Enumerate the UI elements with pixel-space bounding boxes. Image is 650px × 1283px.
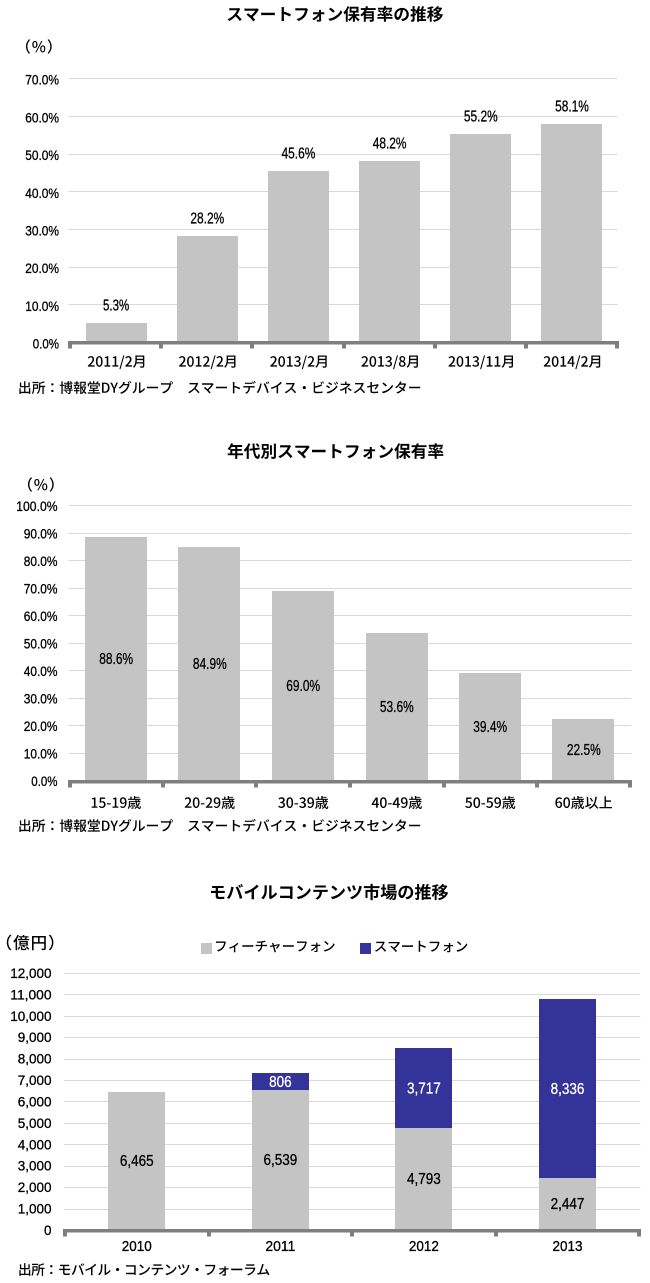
svg-text:6,539: 6,539	[264, 1152, 298, 1169]
svg-text:80.0%: 80.0%	[24, 553, 58, 569]
svg-text:0.0%: 0.0%	[33, 336, 59, 352]
svg-text:4,000: 4,000	[18, 1136, 52, 1152]
svg-text:50.0%: 50.0%	[25, 147, 59, 163]
svg-text:1,000: 1,000	[18, 1201, 52, 1217]
svg-text:6,000: 6,000	[18, 1094, 52, 1110]
svg-text:53.6%: 53.6%	[380, 699, 414, 716]
svg-text:0: 0	[44, 1222, 52, 1238]
svg-text:2,447: 2,447	[551, 1196, 585, 1213]
svg-text:20.0%: 20.0%	[24, 718, 58, 734]
svg-text:39.4%: 39.4%	[473, 719, 507, 736]
svg-text:55.2%: 55.2%	[464, 108, 498, 125]
svg-text:20.0%: 20.0%	[25, 260, 59, 276]
svg-text:3,000: 3,000	[18, 1158, 52, 1174]
svg-text:9,000: 9,000	[18, 1029, 52, 1045]
svg-text:60.0%: 60.0%	[24, 608, 58, 624]
svg-text:10.0%: 10.0%	[24, 746, 58, 762]
svg-text:40.0%: 40.0%	[24, 663, 58, 679]
svg-text:2,000: 2,000	[18, 1179, 52, 1195]
svg-text:10.0%: 10.0%	[25, 298, 59, 314]
svg-text:3,717: 3,717	[407, 1081, 441, 1098]
svg-text:69.0%: 69.0%	[286, 678, 320, 695]
svg-text:70.0%: 70.0%	[24, 580, 58, 596]
svg-text:84.9%: 84.9%	[193, 656, 227, 673]
svg-text:5,000: 5,000	[18, 1115, 52, 1131]
svg-text:4,793: 4,793	[407, 1171, 441, 1188]
svg-text:22.5%: 22.5%	[567, 742, 601, 759]
svg-text:30.0%: 30.0%	[24, 690, 58, 706]
svg-text:90.0%: 90.0%	[24, 525, 58, 541]
svg-text:8,000: 8,000	[18, 1051, 52, 1067]
svg-text:2011: 2011	[265, 1238, 295, 1255]
svg-text:60.0%: 60.0%	[25, 109, 59, 125]
svg-text:50.0%: 50.0%	[24, 635, 58, 651]
svg-text:2010: 2010	[122, 1238, 152, 1255]
svg-text:0.0%: 0.0%	[31, 773, 57, 789]
svg-text:28.2%: 28.2%	[190, 210, 224, 227]
svg-text:70.0%: 70.0%	[25, 72, 59, 88]
svg-text:12,000: 12,000	[10, 965, 51, 981]
svg-text:6,465: 6,465	[120, 1153, 154, 1170]
svg-text:40.0%: 40.0%	[25, 185, 59, 201]
svg-text:2012: 2012	[409, 1238, 439, 1255]
svg-text:11,000: 11,000	[10, 986, 51, 1002]
svg-text:45.6%: 45.6%	[282, 145, 316, 162]
svg-text:100.0%: 100.0%	[16, 498, 57, 514]
svg-text:10,000: 10,000	[10, 1008, 51, 1024]
svg-text:58.1%: 58.1%	[555, 98, 589, 115]
svg-text:30.0%: 30.0%	[25, 223, 59, 239]
svg-text:806: 806	[269, 1074, 292, 1091]
svg-text:88.6%: 88.6%	[99, 651, 133, 668]
svg-text:5.3%: 5.3%	[103, 297, 129, 314]
svg-text:2013: 2013	[553, 1238, 583, 1255]
svg-text:48.2%: 48.2%	[373, 135, 407, 152]
svg-text:8,336: 8,336	[551, 1081, 585, 1098]
svg-text:7,000: 7,000	[18, 1072, 52, 1088]
